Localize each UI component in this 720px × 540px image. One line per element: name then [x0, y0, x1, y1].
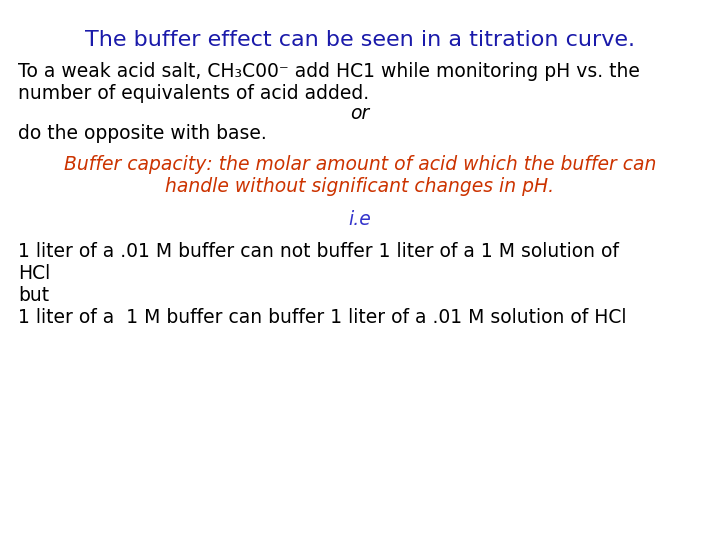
Text: Buffer capacity: the molar amount of acid which the buffer can: Buffer capacity: the molar amount of aci…: [64, 155, 656, 174]
Text: HCl: HCl: [18, 264, 50, 283]
Text: or: or: [351, 104, 369, 123]
Text: To a weak acid salt, CH₃C00⁻ add HC1 while monitoring pH vs. the: To a weak acid salt, CH₃C00⁻ add HC1 whi…: [18, 62, 640, 81]
Text: but: but: [18, 286, 49, 305]
Text: The buffer effect can be seen in a titration curve.: The buffer effect can be seen in a titra…: [85, 30, 635, 50]
Text: number of equivalents of acid added.: number of equivalents of acid added.: [18, 84, 369, 103]
Text: do the opposite with base.: do the opposite with base.: [18, 124, 266, 143]
Text: handle without significant changes in pH.: handle without significant changes in pH…: [166, 177, 554, 196]
Text: 1 liter of a  1 M buffer can buffer 1 liter of a .01 M solution of HCl: 1 liter of a 1 M buffer can buffer 1 lit…: [18, 308, 626, 327]
Text: i.e: i.e: [348, 210, 372, 229]
Text: 1 liter of a .01 M buffer can not buffer 1 liter of a 1 M solution of: 1 liter of a .01 M buffer can not buffer…: [18, 242, 619, 261]
